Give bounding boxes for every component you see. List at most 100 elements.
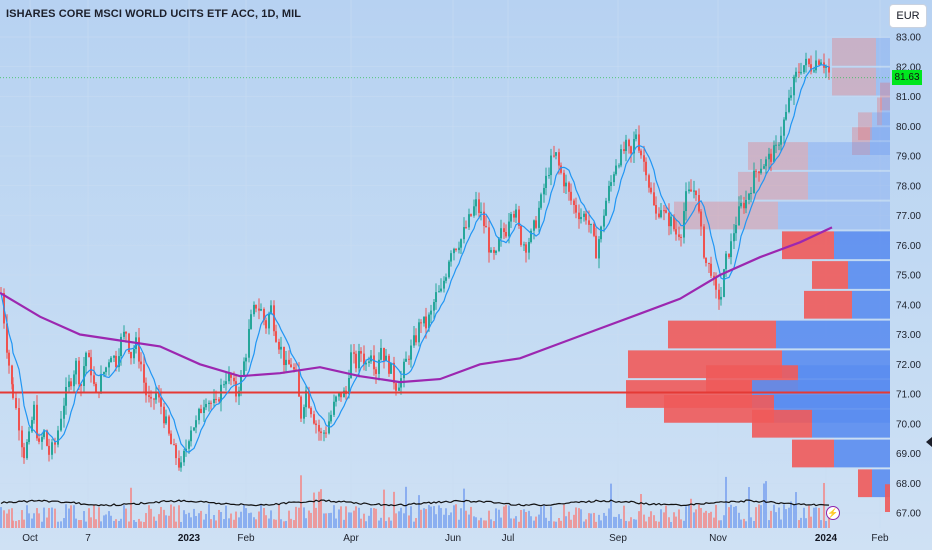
candle-body <box>778 144 780 146</box>
candle-body <box>248 328 250 358</box>
volume-bar <box>570 519 572 528</box>
candle-body <box>28 431 30 443</box>
volume-bar <box>673 512 675 528</box>
candle-body <box>160 397 162 407</box>
time-axis[interactable]: Oct 7 2023 Feb Apr Jun Jul Sep Nov 2024 Feb <box>22 533 889 544</box>
volume-bar <box>558 518 560 528</box>
time-tick-label: Jul <box>502 533 515 544</box>
volume-bar <box>268 518 270 528</box>
volume-bar <box>320 489 322 528</box>
volume-bar <box>503 506 505 528</box>
volume-bar <box>6 513 8 528</box>
candle-body <box>238 390 240 397</box>
volume-bar <box>690 498 692 528</box>
volume-bar <box>68 508 70 528</box>
volume-bar <box>75 518 77 528</box>
candle-body <box>475 199 477 207</box>
currency-button[interactable]: EUR <box>889 4 927 28</box>
candle-body <box>270 305 272 314</box>
volume-bar <box>738 512 740 528</box>
candle-body <box>575 204 577 213</box>
candle-body <box>110 357 112 363</box>
candle-body <box>635 134 637 140</box>
candle-body <box>430 310 432 315</box>
slow-ma-line <box>0 226 833 384</box>
volume-bar <box>305 518 307 528</box>
candle-body <box>450 253 452 262</box>
candle-body <box>783 119 785 136</box>
volume-bar <box>338 509 340 528</box>
candle-body <box>443 280 445 289</box>
price-tick-label: 68.00 <box>896 479 921 490</box>
volume-bar <box>155 520 157 528</box>
volume-bar <box>778 507 780 528</box>
candle-body <box>715 277 717 290</box>
candle-body <box>190 430 192 442</box>
candle-body <box>36 404 38 439</box>
candle-body <box>410 345 412 360</box>
vp-buy-bar <box>776 320 890 349</box>
price-axis[interactable]: 83.00 82.00 81.00 80.00 79.00 78.00 77.00 76.00… <box>896 33 921 520</box>
price-tick-label: 82.00 <box>896 62 921 73</box>
volume-bar <box>260 504 262 528</box>
candle-body <box>215 398 217 400</box>
volume-bar <box>430 506 432 528</box>
time-tick-label: 7 <box>85 533 91 544</box>
candle-body <box>26 442 28 459</box>
candle-body <box>773 145 775 162</box>
time-tick-label: Feb <box>871 533 889 544</box>
volume-bar <box>403 513 405 528</box>
volume-bar <box>625 520 627 528</box>
volume-bar <box>80 520 82 528</box>
volume-bar <box>593 512 595 528</box>
vp-sell-bar <box>885 484 890 512</box>
candle-body <box>728 253 730 258</box>
volume-bar <box>448 515 450 528</box>
volume-bar <box>245 508 247 528</box>
candle-body <box>588 220 590 225</box>
volume-bar <box>258 511 260 528</box>
candle-body <box>378 359 380 374</box>
candle-body <box>458 247 460 251</box>
volume-bar <box>715 504 717 528</box>
candle-body <box>280 346 282 350</box>
candle-body <box>83 366 85 386</box>
candle-body <box>158 393 160 398</box>
scale-marker-icon[interactable] <box>926 437 932 447</box>
volume-bar <box>470 506 472 528</box>
volume-bar <box>273 519 275 528</box>
candle-body <box>138 337 140 362</box>
candle-body <box>690 189 692 192</box>
lightning-icon[interactable]: ⚡ <box>826 506 840 520</box>
candle-body <box>508 221 510 237</box>
candle-body <box>403 361 405 379</box>
candle-body <box>460 239 462 248</box>
candle-body <box>420 322 422 324</box>
volume-bar <box>560 520 562 528</box>
volume-bar <box>383 489 385 528</box>
volume-bar <box>655 521 657 528</box>
candle-body <box>123 331 125 337</box>
candle-body <box>595 235 597 259</box>
candle-body <box>48 445 50 455</box>
candle-body <box>308 390 310 408</box>
candle-body <box>250 314 252 329</box>
candle-body <box>655 205 657 214</box>
candle-body <box>528 242 530 253</box>
volume-bar <box>620 518 622 528</box>
candle-body <box>750 193 752 195</box>
candle-body <box>51 442 53 455</box>
candle-body <box>235 381 237 397</box>
volume-bar <box>518 521 520 528</box>
volume-bar <box>460 508 462 528</box>
volume-bar <box>375 508 377 528</box>
volume-bar <box>188 512 190 528</box>
volume-bar <box>128 521 130 528</box>
candle-body <box>668 212 670 227</box>
volume-bar <box>545 517 547 528</box>
candle-body <box>468 214 470 228</box>
candle-body <box>555 152 557 156</box>
volume-bar <box>723 515 725 528</box>
volume-bar <box>583 521 585 528</box>
